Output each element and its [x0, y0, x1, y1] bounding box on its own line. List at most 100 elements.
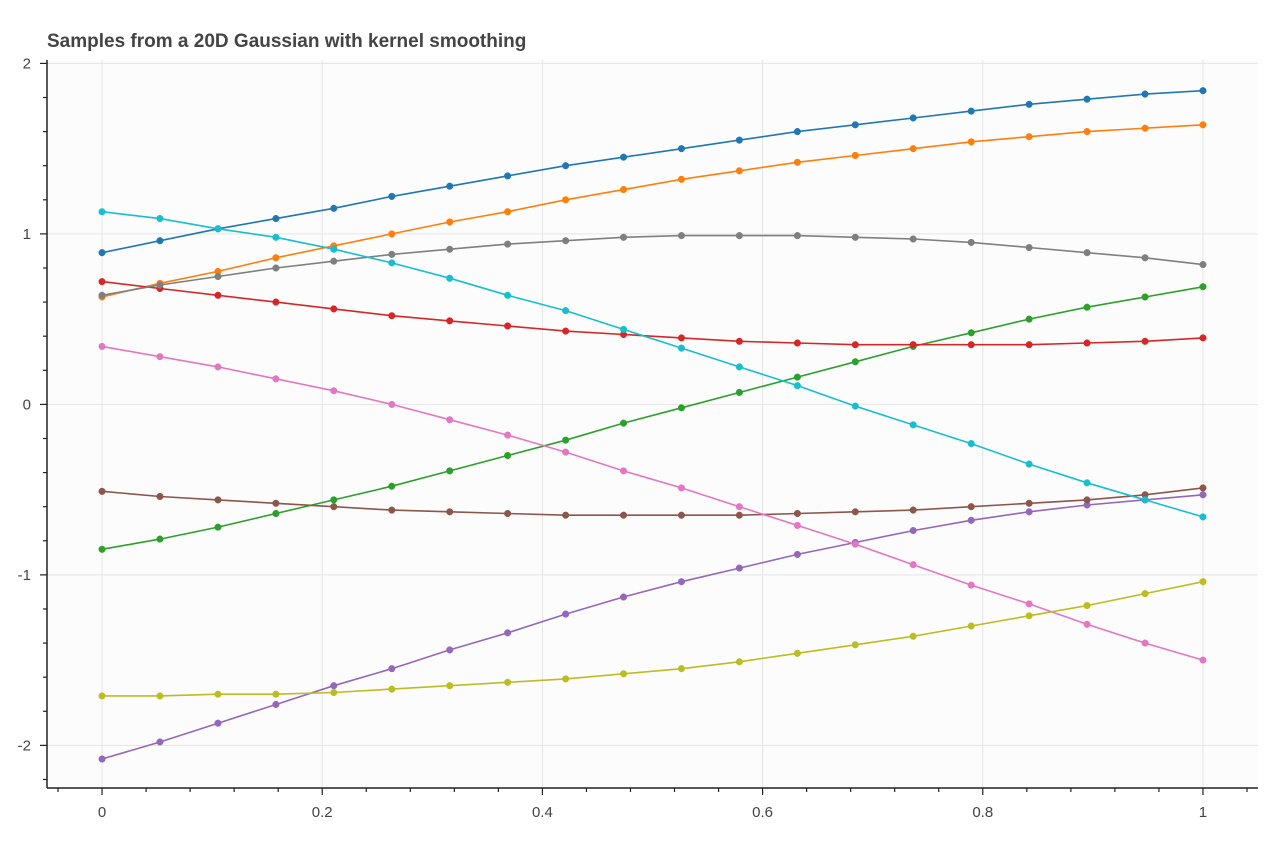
data-point: [1025, 600, 1033, 608]
data-point: [562, 511, 570, 519]
data-point: [909, 235, 917, 243]
data-point: [504, 509, 512, 518]
data-point: [619, 511, 628, 519]
data-point: [735, 511, 743, 519]
data-point: [98, 342, 106, 350]
data-point: [446, 682, 454, 690]
data-point: [98, 487, 106, 495]
data-point: [214, 272, 222, 281]
series-line: [101, 89, 1204, 254]
data-point: [1141, 254, 1149, 262]
data-point: [330, 496, 338, 504]
data-point: [619, 593, 628, 601]
data-point: [214, 225, 222, 233]
data-point: [214, 496, 222, 504]
data-point: [330, 245, 338, 253]
data-point: [851, 121, 859, 129]
data-point: [562, 448, 570, 456]
data-point: [1199, 578, 1207, 586]
series-9: [98, 578, 1207, 700]
data-point: [735, 337, 743, 345]
data-point: [156, 535, 164, 543]
series-line: [101, 487, 1204, 517]
data-point: [388, 230, 396, 238]
data-point: [272, 298, 280, 306]
data-point: [214, 291, 222, 299]
data-point: [562, 307, 570, 315]
data-point: [1083, 339, 1091, 347]
x-tick-label: 0.6: [752, 804, 773, 821]
data-point: [967, 329, 975, 337]
data-point: [735, 136, 743, 144]
series-line: [101, 124, 1204, 298]
data-point: [909, 527, 917, 535]
data-point: [504, 322, 512, 330]
data-point: [793, 128, 801, 136]
data-point: [272, 264, 280, 272]
series-10: [98, 208, 1207, 521]
data-point: [677, 511, 686, 519]
data-point: [330, 387, 338, 395]
data-point: [272, 233, 280, 241]
data-point: [793, 339, 801, 347]
data-point: [967, 138, 975, 146]
data-point: [1199, 513, 1207, 521]
data-point: [446, 245, 454, 253]
data-point: [562, 675, 570, 683]
data-point: [909, 114, 917, 122]
data-point: [272, 215, 280, 223]
data-point: [446, 467, 454, 475]
y-tick-label: -2: [18, 737, 31, 754]
data-point: [562, 237, 570, 245]
data-point: [1083, 249, 1091, 257]
data-point: [1025, 315, 1033, 323]
data-point: [272, 509, 280, 518]
data-point: [272, 700, 280, 709]
data-point: [156, 692, 164, 700]
data-point: [388, 482, 396, 490]
data-point: [677, 665, 686, 673]
data-point: [619, 670, 628, 678]
data-point: [1141, 639, 1149, 647]
x-tick-label: 0: [98, 804, 106, 821]
data-point: [1141, 337, 1149, 345]
data-point: [677, 404, 686, 412]
grid: [47, 60, 1258, 788]
data-point: [735, 167, 743, 175]
data-point: [1083, 479, 1091, 487]
data-point: [619, 467, 628, 475]
data-point: [156, 738, 164, 746]
data-point: [504, 208, 512, 216]
data-point: [1083, 620, 1091, 628]
data-point: [619, 325, 628, 333]
data-point: [1025, 460, 1033, 468]
data-point: [156, 353, 164, 361]
data-point: [909, 421, 917, 429]
data-point: [677, 175, 686, 183]
data-point: [909, 145, 917, 153]
data-point: [851, 233, 859, 241]
data-point: [1083, 128, 1091, 136]
y-tick-label: -1: [18, 567, 31, 584]
data-point: [851, 540, 859, 548]
data-point: [214, 690, 222, 698]
data-point: [967, 238, 975, 246]
data-point: [330, 688, 338, 697]
data-point: [504, 431, 512, 439]
data-point: [1199, 491, 1207, 499]
data-point: [562, 327, 570, 335]
data-point: [388, 259, 396, 267]
chart-title: Samples from a 20D Gaussian with kernel …: [47, 31, 527, 52]
data-point: [735, 503, 743, 511]
x-tick-label: 1: [1199, 804, 1207, 821]
data-point: [1199, 283, 1207, 291]
data-point: [793, 550, 801, 558]
data-point: [967, 503, 975, 511]
data-point: [330, 682, 338, 690]
data-point: [735, 658, 743, 666]
data-point: [851, 151, 859, 160]
data-point: [967, 107, 975, 115]
series-line: [101, 234, 1204, 297]
data-point: [562, 162, 570, 170]
data-point: [446, 182, 454, 190]
